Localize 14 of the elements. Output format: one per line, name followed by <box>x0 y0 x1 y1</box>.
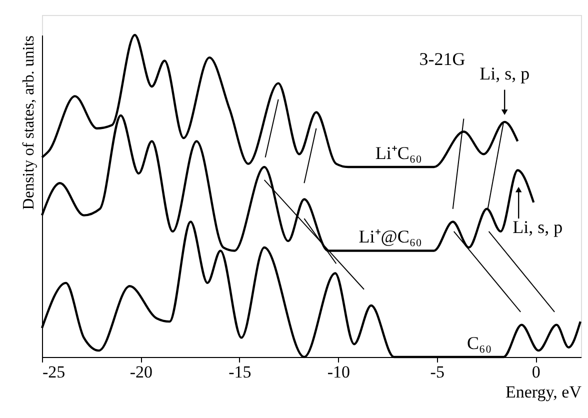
x-tick-label: -25 <box>42 362 66 382</box>
y-axis-title: Density of states, arb. units <box>20 36 38 210</box>
x-tick-label: -5 <box>430 362 444 382</box>
x-tick-label: -20 <box>130 362 153 382</box>
series-label: Li⁺@C₆₀ <box>358 226 422 247</box>
annotation: Li, s, p <box>480 63 530 84</box>
annotation: 3-21G <box>419 49 466 69</box>
series-label: Li⁺C₆₀ <box>375 143 422 164</box>
annotation: Li, s, p <box>512 217 563 238</box>
series-label: C₆₀ <box>467 333 492 353</box>
x-tick-label: -10 <box>327 362 350 382</box>
x-axis-title: Energy, eV <box>505 382 582 402</box>
x-tick-label: 0 <box>532 362 540 382</box>
x-tick-label: -15 <box>228 362 252 382</box>
